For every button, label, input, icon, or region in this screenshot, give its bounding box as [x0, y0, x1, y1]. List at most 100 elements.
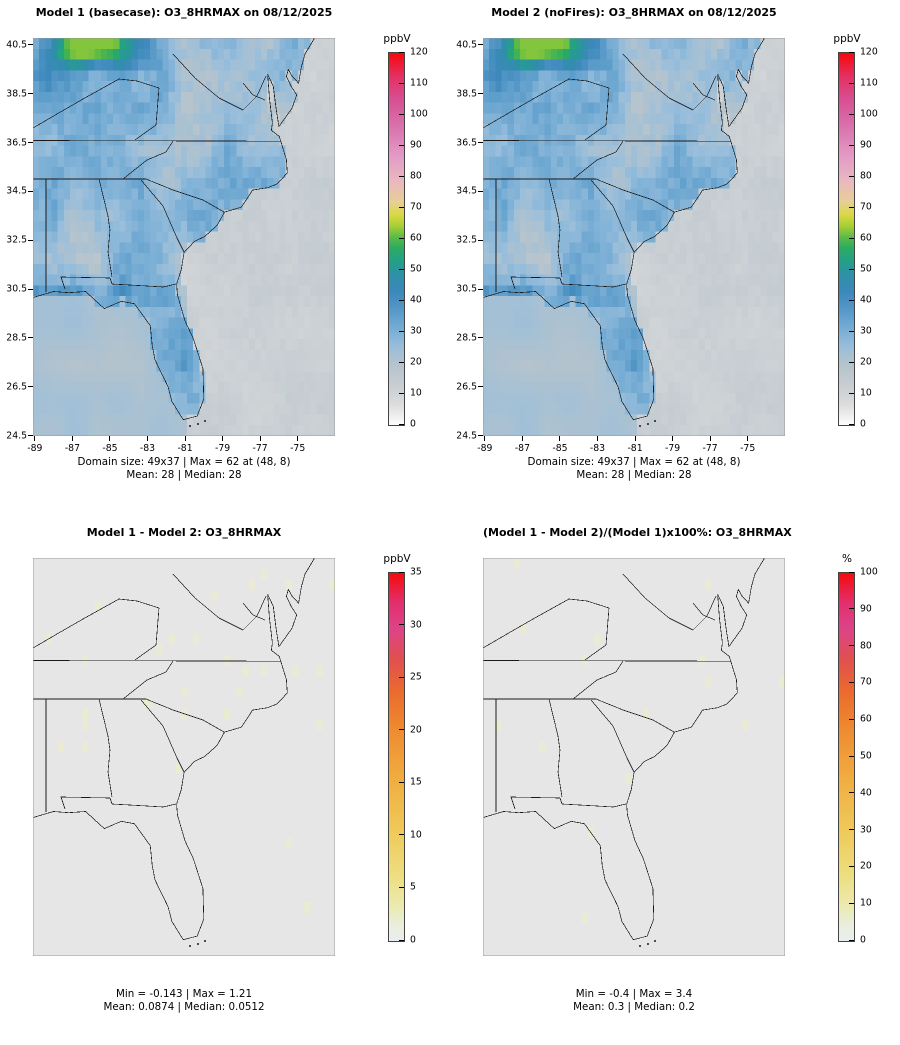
colorbar-tick-mark: [849, 792, 854, 794]
colorbar-tick-label: 5: [410, 881, 416, 893]
colorbar-tick-mark: [849, 392, 854, 394]
colorbar-tick-label: 25: [410, 671, 422, 683]
colorbar-tick-label: 10: [410, 829, 422, 841]
y-axis-tick-label: 24.5: [456, 430, 477, 442]
y-axis-tick-label: 40.5: [456, 39, 477, 51]
y-axis-tick-label: 34.5: [6, 185, 27, 197]
x-axis-tick-label: -85: [102, 443, 118, 454]
y-axis-tick-label: 38.5: [6, 88, 27, 100]
state-borders: [483, 558, 765, 947]
x-axis-tick-mark: [521, 436, 523, 441]
colorbar-tick-mark: [399, 51, 404, 53]
stats-line1: Min = -0.4 | Max = 3.4: [575, 988, 693, 1000]
colorbar-tick-mark: [399, 571, 404, 573]
colorbar-tick-mark: [399, 423, 404, 425]
colorbar-tick-label: 70: [410, 201, 422, 213]
colorbar-tick-mark: [849, 865, 854, 867]
x-axis-tick-mark: [559, 436, 561, 441]
panel-stats: Min = -0.4 | Max = 3.4 Mean: 0.3 | Media…: [453, 988, 815, 1014]
x-axis-tick-mark: [222, 436, 224, 441]
colorbar-tick-label: 50: [410, 263, 422, 275]
x-axis-tick-mark: [747, 436, 749, 441]
x-axis-tick-mark: [109, 436, 111, 441]
y-axis-tick-label: 28.5: [456, 332, 477, 344]
colorbar-tick-label: 80: [860, 640, 872, 652]
y-axis-tick-label: 30.5: [6, 283, 27, 295]
y-axis-tick-label: 40.5: [6, 39, 27, 51]
colorbar-tick-mark: [849, 423, 854, 425]
colorbar-tick-mark: [399, 268, 404, 270]
y-axis-tick-label: 24.5: [6, 430, 27, 442]
panel-stats: Min = -0.143 | Max = 1.21 Mean: 0.0874 |…: [3, 988, 365, 1014]
x-axis-tick-label: -79: [214, 443, 231, 454]
colorbar-tick-mark: [849, 939, 854, 941]
colorbar-tick-mark: [849, 206, 854, 208]
panel-title: Model 1 - Model 2: O3_8HRMAX: [86, 526, 282, 539]
colorbar-tick-label: 60: [860, 713, 872, 725]
colorbar-gradient: [838, 52, 855, 426]
stats-line1: Domain size: 49x37 | Max = 62 at (48, 8): [527, 456, 741, 468]
colorbar-gradient: [838, 572, 855, 942]
colorbar-tick-label: 120: [860, 46, 878, 58]
colorbar-tick-label: 100: [860, 108, 878, 120]
colorbar-tick-mark: [399, 299, 404, 301]
x-axis-tick-label: -85: [552, 443, 568, 454]
colorbar-tick-mark: [399, 237, 404, 239]
x-axis-tick-label: -89: [477, 443, 493, 454]
colorbar-tick-label: 60: [410, 232, 422, 244]
colorbar-tick-label: 0: [860, 418, 866, 430]
panel-model1-basecase: Model 1 (basecase): O3_8HRMAX on 08/12/2…: [0, 0, 450, 525]
colorbar-tick-label: 20: [410, 356, 422, 368]
state-borders: [483, 38, 765, 427]
x-axis-tick-mark: [34, 436, 36, 441]
colorbar-tick-mark: [399, 624, 404, 626]
colorbar-tick-mark: [849, 829, 854, 831]
x-axis-tick-label: -87: [514, 443, 530, 454]
colorbar-tick-label: 20: [860, 356, 872, 368]
colorbar-tick-label: 20: [410, 724, 422, 736]
model1-concentration-map: [33, 38, 335, 436]
x-axis-tick-label: -87: [64, 443, 80, 454]
colorbar-tick-label: 0: [410, 418, 416, 430]
y-axis-tick-label: 32.5: [6, 234, 27, 246]
y-axis-tick-label: 26.5: [6, 381, 27, 393]
colorbar-tick-mark: [849, 237, 854, 239]
colorbar-tick-mark: [849, 755, 854, 757]
state-borders: [33, 38, 315, 427]
colorbar-tick-mark: [399, 886, 404, 888]
x-axis-tick-label: -77: [252, 443, 268, 454]
x-axis-tick-label: -75: [290, 443, 306, 454]
colorbar-tick-label: 35: [410, 566, 422, 578]
colorbar-tick-label: 40: [860, 787, 872, 799]
colorbar-unit-label: ppbV: [383, 33, 411, 45]
state-borders: [33, 558, 315, 947]
colorbar-tick-mark: [399, 144, 404, 146]
x-axis-tick-mark: [484, 436, 486, 441]
stats-line1: Domain size: 49x37 | Max = 62 at (48, 8): [77, 456, 291, 468]
colorbar-gradient: [388, 572, 405, 942]
panel-title: (Model 1 - Model 2)/(Model 1)x100%: O3_8…: [483, 526, 792, 539]
colorbar-tick-label: 120: [410, 46, 428, 58]
colorbar-tick-mark: [399, 206, 404, 208]
colorbar-tick-mark: [849, 608, 854, 610]
percent-difference-map: [483, 558, 785, 956]
y-axis-tick-label: 38.5: [456, 88, 477, 100]
x-axis-tick-mark: [259, 436, 261, 441]
y-axis-tick-label: 30.5: [456, 283, 477, 295]
x-axis-tick-label: -89: [27, 443, 43, 454]
colorbar-tick-mark: [849, 51, 854, 53]
colorbar-unit-label: ppbV: [383, 553, 411, 565]
colorbar-tick-label: 0: [410, 934, 416, 946]
x-axis-tick-mark: [146, 436, 148, 441]
y-axis-tick-label: 34.5: [456, 185, 477, 197]
colorbar-tick-label: 10: [410, 387, 422, 399]
stats-line2: Mean: 28 | Median: 28: [576, 469, 692, 481]
colorbar-tick-label: 100: [410, 108, 428, 120]
colorbar-tick-mark: [849, 571, 854, 573]
colorbar: % 0 10 20 30 40 50 60 70 80 90 100: [836, 520, 898, 1040]
panel-model2-nofires: Model 2 (noFires): O3_8HRMAX on 08/12/20…: [450, 0, 900, 525]
colorbar-tick-mark: [399, 175, 404, 177]
stats-line2: Mean: 0.3 | Median: 0.2: [573, 1001, 695, 1013]
colorbar-tick-mark: [399, 113, 404, 115]
colorbar-tick-label: 70: [860, 676, 872, 688]
